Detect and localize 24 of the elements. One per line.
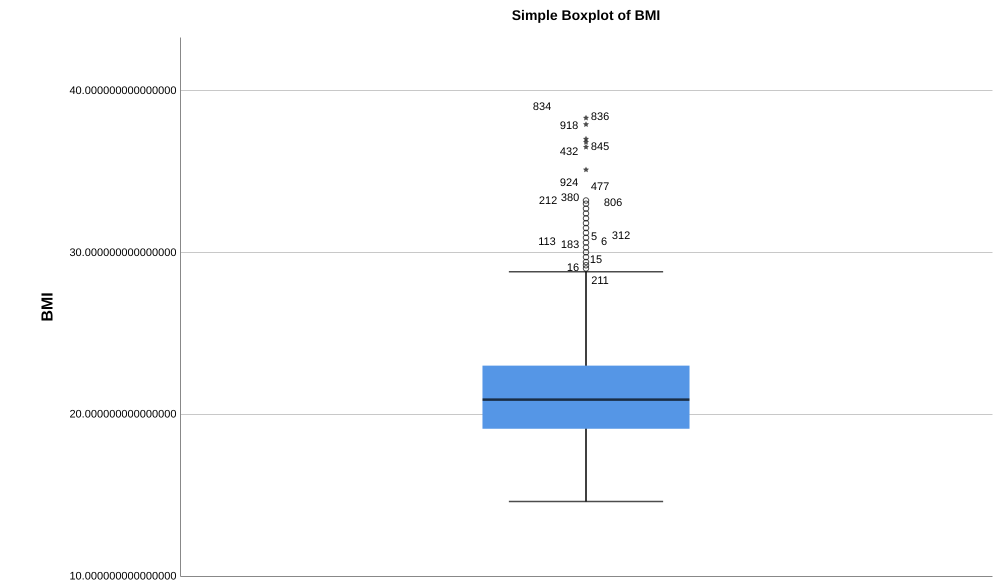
y-tick-label: 30.000000000000000 bbox=[69, 246, 176, 259]
annotation: 6 bbox=[600, 236, 608, 248]
y-tick-label: 40.000000000000000 bbox=[69, 84, 176, 97]
annotation: 113 bbox=[538, 236, 556, 248]
annotation: 380 bbox=[560, 192, 580, 204]
annotation: 836 bbox=[590, 111, 610, 123]
annotation: 183 bbox=[560, 239, 580, 251]
annotation: 806 bbox=[604, 197, 622, 209]
annotation: 918 bbox=[560, 120, 578, 132]
annotation: 16 bbox=[566, 262, 580, 274]
chart-title: Simple Boxplot of BMI bbox=[512, 7, 660, 23]
y-axis-title: BMI bbox=[39, 292, 56, 322]
annotation: 432 bbox=[560, 146, 578, 158]
annotation: 15 bbox=[590, 254, 602, 266]
annotation: 477 bbox=[590, 181, 610, 193]
annotation: 212 bbox=[538, 195, 558, 207]
annotation: 834 bbox=[532, 101, 552, 113]
annotation: 924 bbox=[560, 177, 578, 189]
annotation: 312 bbox=[612, 230, 630, 242]
annotation: 845 bbox=[590, 141, 610, 153]
y-tick-label: 20.000000000000000 bbox=[69, 408, 176, 421]
annotation: 211 bbox=[591, 275, 609, 287]
annotation: 5 bbox=[590, 231, 598, 243]
y-tick-label: 10.000000000000000 bbox=[69, 570, 176, 582]
